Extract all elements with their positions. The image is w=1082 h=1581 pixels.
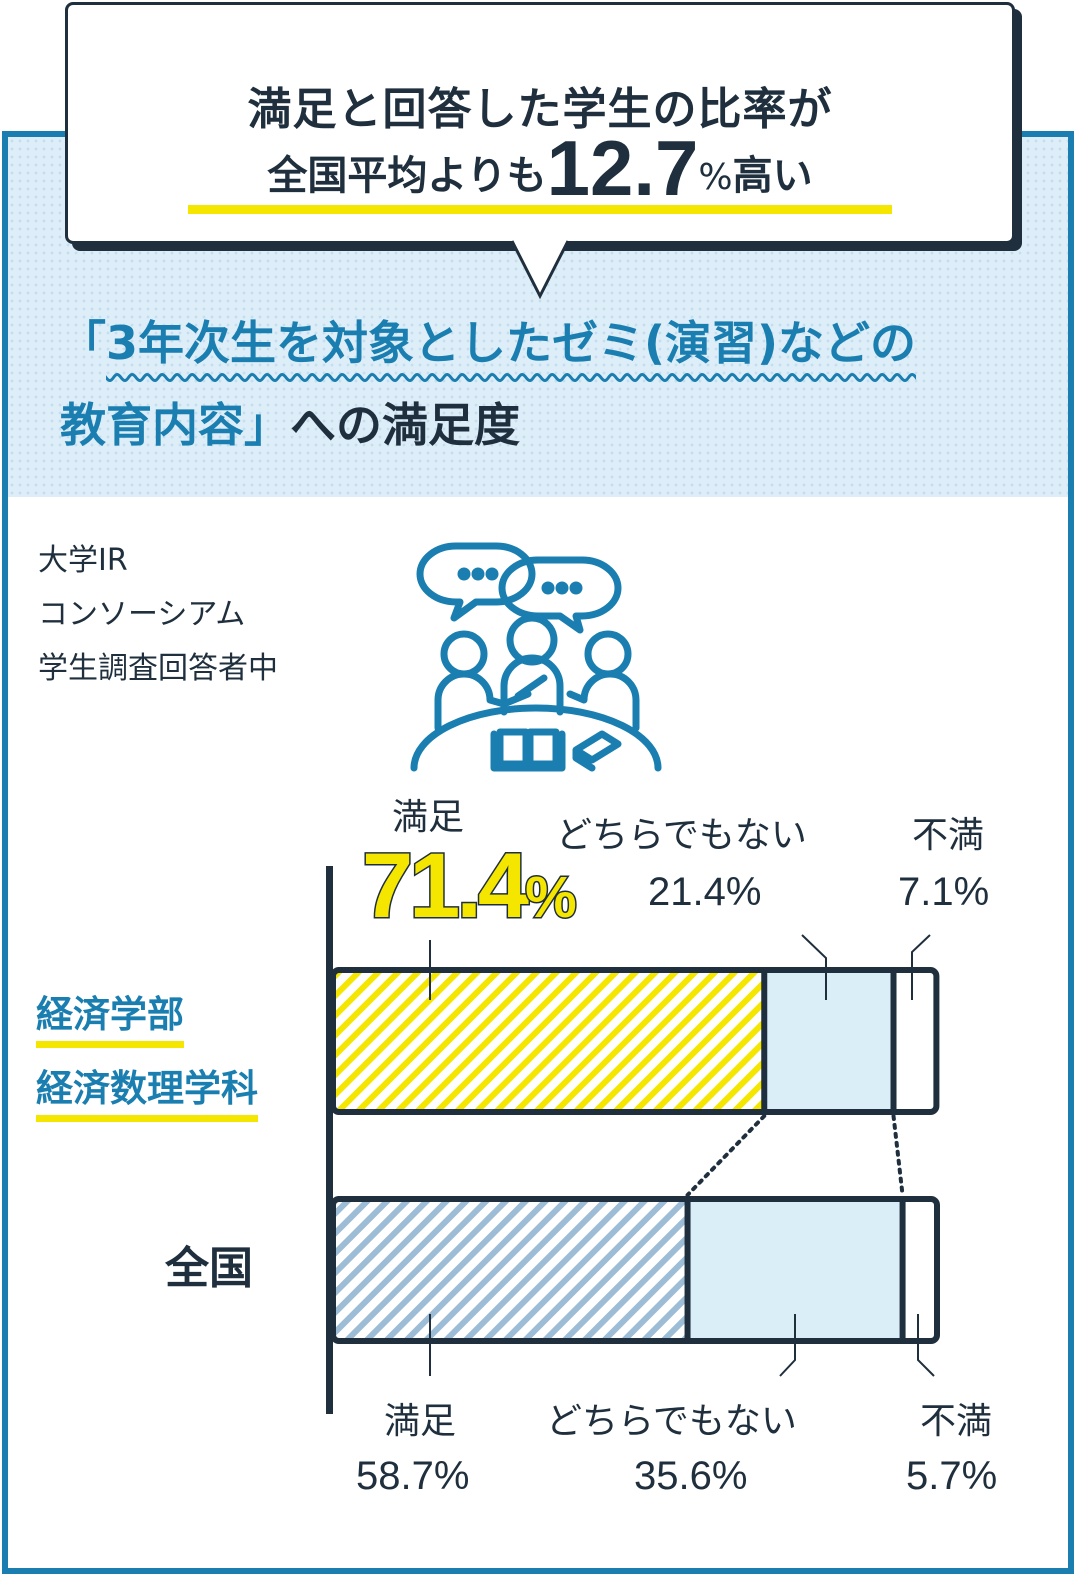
comparison-connector [891, 1114, 905, 1197]
value-label: 21.4% [648, 870, 762, 914]
bottom-label-satisfied-name: 満足 [384, 1401, 457, 1442]
category-axis [326, 866, 333, 1414]
highlight-value: 71.4 [360, 834, 530, 939]
top-label-satisfied-value: 71.4% [360, 834, 579, 939]
comparison-connector [685, 1114, 767, 1197]
source-note: 大学IR コンソーシアム 学生調査回答者中 [38, 534, 278, 696]
bar-outline [330, 967, 940, 1115]
bottom-label-neutral-name: どちらでもない [546, 1401, 797, 1442]
bar-outline [330, 1196, 940, 1344]
callout-line-1: 満足と回答した学生の比率が [247, 84, 833, 135]
callout-highlight-underline [188, 205, 892, 214]
callout-value: 12.7 [546, 124, 699, 212]
top-label-neutral-name: どちらでもない [556, 815, 807, 856]
callout-tail [510, 238, 570, 300]
value-label: 7.1% [898, 870, 990, 914]
callout-prefix: 全国平均よりも [267, 153, 547, 199]
bottom-label-dissatisfied-name: 不満 [920, 1401, 993, 1442]
leader-line [779, 1314, 796, 1377]
bottom-label-satisfied-value: 58.7% [356, 1448, 469, 1506]
value-label: 5.7% [906, 1454, 998, 1498]
speech-bubble-icon [498, 556, 622, 634]
value-label: 35.6% [634, 1454, 748, 1498]
bottom-label-neutral-value: 35.6% [634, 1448, 747, 1506]
callout-unit: % [698, 157, 733, 198]
bar-segment-national-2 [902, 1199, 937, 1341]
title-close-bracket: 」 [244, 398, 290, 452]
category-label-line-2: 経済数理学科 [36, 1063, 258, 1122]
source-line-3: 学生調査回答者中 [38, 651, 278, 686]
highlight-unit: % [524, 864, 579, 932]
callout-bubble: 満足と回答した学生の比率が 全国平均よりも12.7%高い [65, 2, 1015, 244]
leader-line [911, 934, 931, 1000]
chart-title: 「3年次生を対象としたゼミ(演習)などの 教育内容」への満足度 [60, 302, 1040, 466]
top-label-dissatisfied-name: 不満 [912, 815, 985, 856]
title-emphasis-2: 教育内容 [60, 398, 244, 452]
source-line-1: 大学IR [38, 543, 128, 578]
title-rest: への満足度 [290, 398, 520, 452]
callout-line-2: 全国平均よりも12.7%高い [68, 123, 1012, 214]
leader-line [917, 1314, 935, 1377]
bar-segment-economics-2 [893, 970, 937, 1112]
top-label-dissatisfied-value: 7.1% [898, 864, 989, 922]
open-book-icon [490, 728, 566, 772]
category-label-national: 全国 [165, 1243, 253, 1294]
bottom-label-dissatisfied-value: 5.7% [906, 1448, 997, 1506]
category-label-economics: 経済学部 経済数理学科 [36, 978, 258, 1126]
category-label-line-1: 経済学部 [36, 989, 184, 1048]
callout-suffix: 高い [732, 153, 813, 199]
title-open-bracket: 「 [60, 316, 106, 370]
bar-segment-economics-0 [333, 970, 765, 1112]
leader-line [801, 934, 827, 1000]
discussion-group-icon [408, 536, 668, 780]
bar-segment-national-0 [333, 1199, 688, 1341]
value-label: 58.7% [356, 1454, 470, 1498]
top-label-satisfied-name: 満足 [392, 797, 465, 838]
source-line-2: コンソーシアム [38, 597, 246, 632]
top-label-neutral-value: 21.4% [648, 864, 761, 922]
bar-segment-economics-1 [764, 970, 894, 1112]
title-emphasis: 3年次生を対象としたゼミ(演習)などの [106, 316, 917, 370]
